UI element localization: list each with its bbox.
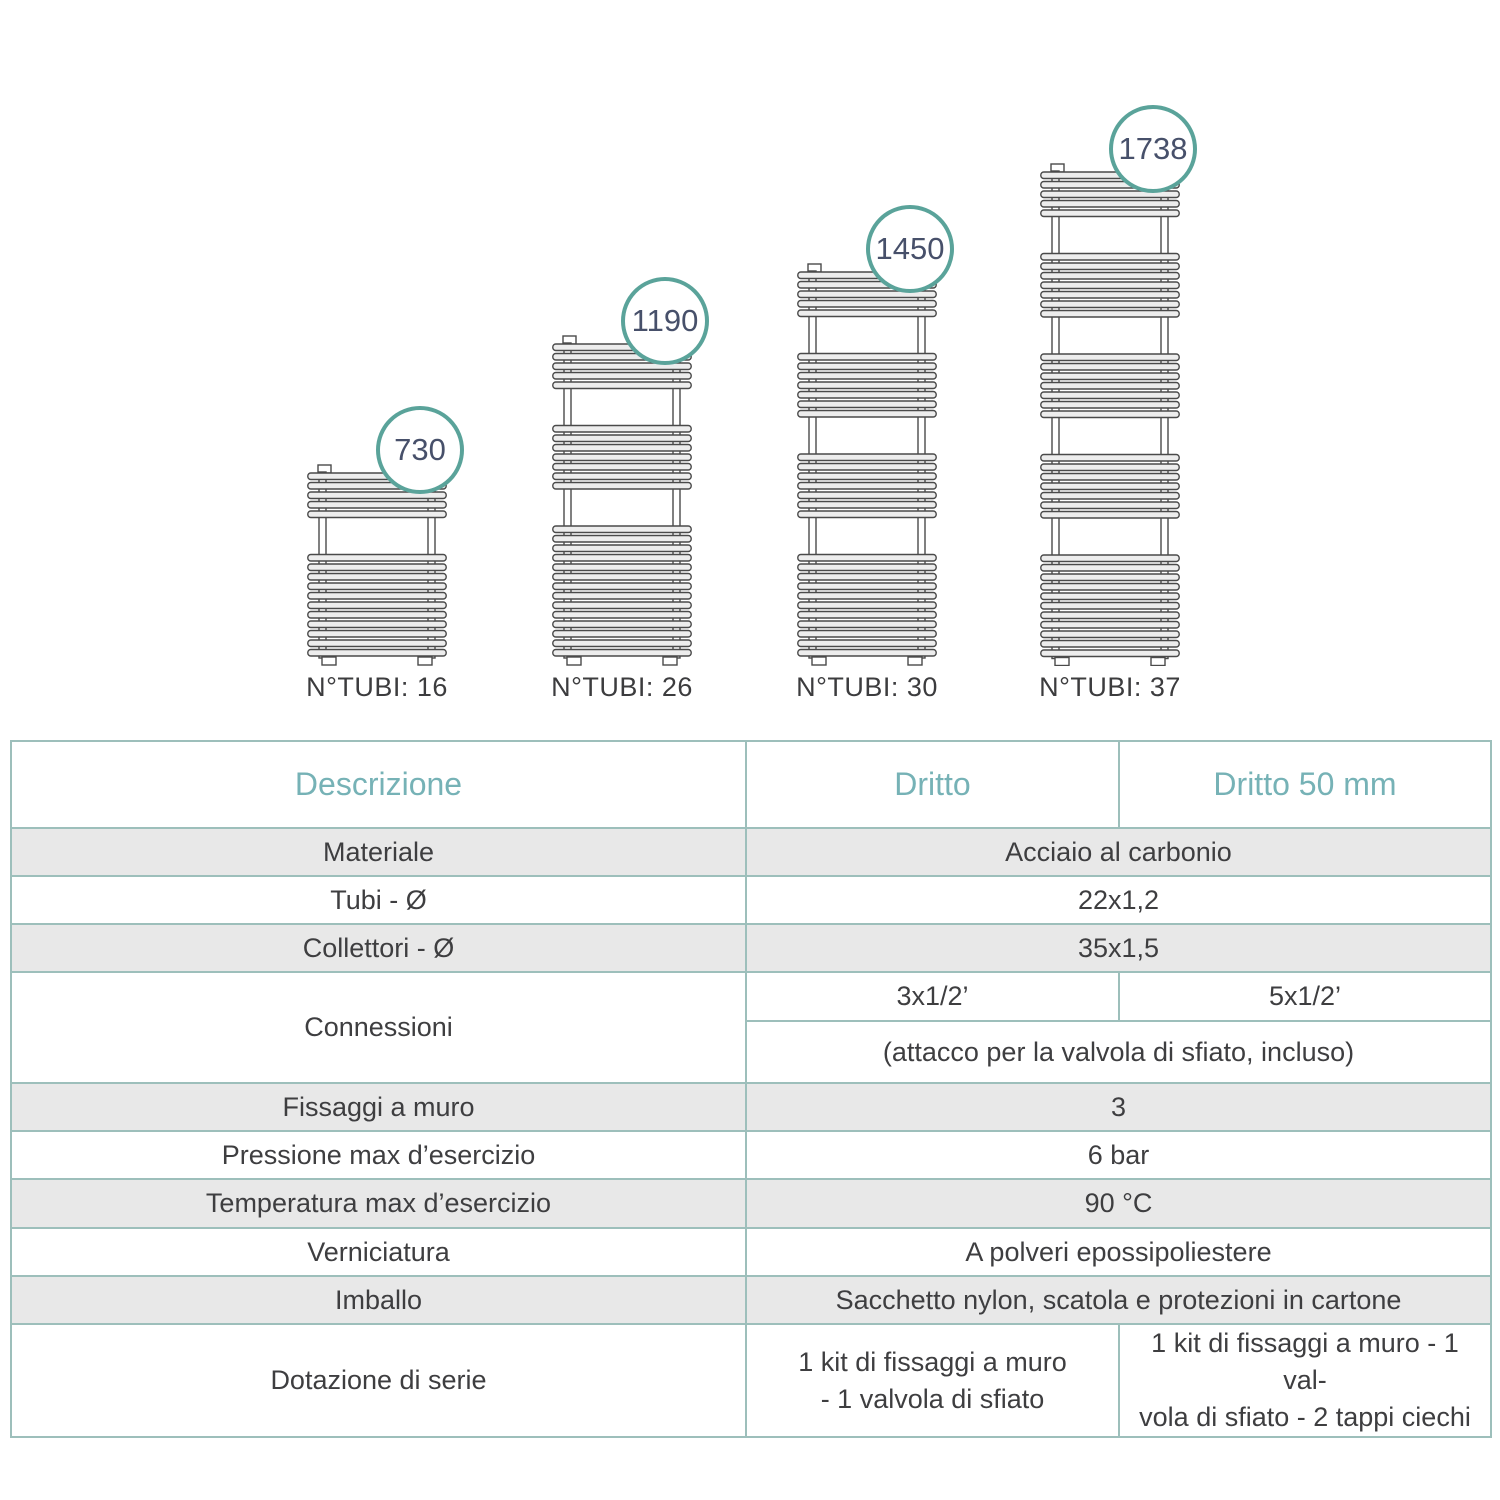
height-badge-730: 730: [376, 406, 464, 494]
height-value: 1450: [875, 231, 945, 266]
header-dritto: Dritto: [745, 740, 1120, 829]
fissaggi-value: 3: [745, 1082, 1492, 1132]
dotazione-dritto-value: 1 kit di fissaggi a muro - 1 valvola di …: [745, 1323, 1120, 1438]
radiator-drawing-730: [307, 464, 447, 666]
verniciatura-label: Verniciatura: [10, 1227, 747, 1277]
height-value: 1190: [631, 303, 699, 338]
tube-count-label-37: N°TUBI: 37: [1039, 672, 1181, 702]
tube-count-label-26: N°TUBI: 26: [551, 672, 693, 702]
header-row: Descrizione Dritto Dritto 50 mm: [10, 740, 1492, 829]
temperatura-label: Temperatura max d’esercizio: [10, 1178, 747, 1229]
dotazione-dritto-line2: - 1 valvola di sfiato: [820, 1383, 1045, 1414]
fissaggi-label: Fissaggi a muro: [10, 1082, 747, 1132]
dotazione-dritto50-line1: 1 kit di fissaggi a muro - 1 val-: [1151, 1328, 1459, 1395]
temperatura-value: 90 °C: [745, 1178, 1492, 1229]
dotazione-label: Dotazione di serie: [10, 1323, 747, 1438]
row-fissaggi: Fissaggi a muro 3: [10, 1082, 1492, 1132]
row-materiale: Materiale Acciaio al carbonio: [10, 827, 1492, 877]
collettori-label: Collettori - Ø: [10, 923, 747, 973]
verniciatura-value: A polveri epossipoliestere: [745, 1227, 1492, 1277]
connessioni-note: (attacco per la valvola di sfiato, inclu…: [745, 1020, 1492, 1084]
header-descrizione: Descrizione: [10, 740, 747, 829]
materiale-label: Materiale: [10, 827, 747, 877]
dotazione-dritto50-line2: vola di sfiato - 2 tappi ciechi: [1139, 1402, 1471, 1432]
row-tubi: Tubi - Ø 22x1,2: [10, 875, 1492, 925]
row-connessioni-a: Connessioni 3x1/2’ 5x1/2’: [10, 971, 1492, 1084]
row-connessioni-b: (attacco per la valvola di sfiato, inclu…: [11, 1020, 1492, 1084]
height-badge-1738: 1738: [1109, 104, 1197, 193]
collettori-value: 35x1,5: [745, 923, 1492, 973]
connessioni-label: Connessioni: [10, 971, 747, 1084]
connessioni-dritto-value: 3x1/2’: [745, 971, 1120, 1022]
height-badge-1450: 1450: [866, 205, 954, 293]
tube-count-label-30: N°TUBI: 30: [796, 672, 938, 702]
height-badge-1190: 1190: [621, 277, 709, 365]
dotazione-dritto50-value: 1 kit di fissaggi a muro - 1 val- vola d…: [1118, 1323, 1492, 1438]
row-verniciatura: Verniciatura A polveri epossipoliestere: [10, 1227, 1492, 1277]
imballo-value: Sacchetto nylon, scatola e protezioni in…: [745, 1275, 1492, 1325]
tubi-value: 22x1,2: [745, 875, 1492, 925]
radiator-drawing-1190: [552, 335, 692, 666]
dotazione-dritto-line1: 1 kit di fissaggi a muro: [798, 1346, 1067, 1377]
row-collettori: Collettori - Ø 35x1,5: [10, 923, 1492, 973]
connessioni-dritto50-value: 5x1/2’: [1118, 971, 1492, 1022]
pressione-label: Pressione max d’esercizio: [10, 1130, 747, 1180]
row-temperatura: Temperatura max d’esercizio 90 °C: [10, 1178, 1492, 1229]
row-dotazione: Dotazione di serie 1 kit di fissaggi a m…: [10, 1323, 1492, 1438]
spec-table: Descrizione Dritto Dritto 50 mm Material…: [10, 740, 1492, 1438]
height-value: 1738: [1118, 130, 1188, 166]
materiale-value: Acciaio al carbonio: [745, 827, 1492, 877]
radiator-drawing-1738: [1040, 162, 1180, 666]
tube-count-label-16: N°TUBI: 16: [306, 672, 448, 702]
radiator-drawing-1450: [797, 263, 937, 666]
pressione-value: 6 bar: [745, 1130, 1492, 1180]
header-dritto-50mm: Dritto 50 mm: [1118, 740, 1492, 829]
row-pressione: Pressione max d’esercizio 6 bar: [10, 1130, 1492, 1180]
imballo-label: Imballo: [10, 1275, 747, 1325]
row-imballo: Imballo Sacchetto nylon, scatola e prote…: [10, 1275, 1492, 1325]
height-value: 730: [394, 432, 446, 467]
tubi-label: Tubi - Ø: [10, 875, 747, 925]
